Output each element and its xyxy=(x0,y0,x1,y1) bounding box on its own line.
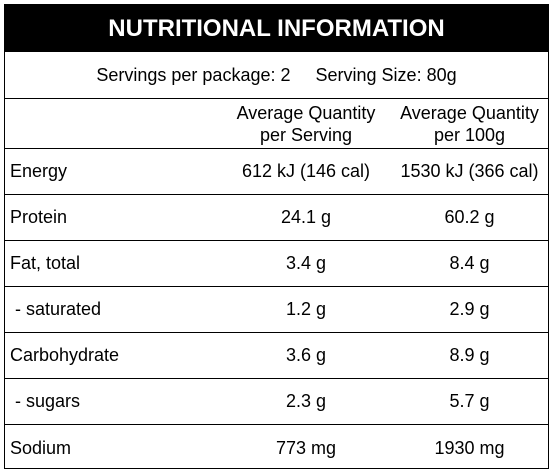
column-header-per-100g-line2: per 100g xyxy=(433,124,506,145)
per-100g-value: 1930 mg xyxy=(434,437,505,458)
servings-gap xyxy=(291,65,316,86)
nutrient-label: Energy xyxy=(10,161,68,181)
nutrient-label: Fat, total xyxy=(10,253,81,273)
column-header-nutrient xyxy=(5,99,221,149)
nutrient-row-sugars: - sugars 2.3 g 5.7 g xyxy=(5,379,548,425)
nutrient-row-protein: Protein 24.1 g 60.2 g xyxy=(5,195,548,241)
nutrient-label: - sugars xyxy=(10,391,81,411)
serving-size: Serving Size: 80g xyxy=(315,64,457,85)
column-header-per-serving: Average Quantity per Serving xyxy=(221,99,391,149)
per-serving-value: 24.1 g xyxy=(280,207,332,227)
column-header-per-serving-line1: Average Quantity xyxy=(236,102,376,123)
nutrient-row-saturated: - saturated 1.2 g 2.9 g xyxy=(5,287,548,333)
column-header-per-serving-line2: per Serving xyxy=(259,124,353,145)
servings-line: Servings per package: 2 Serving Size: 80… xyxy=(5,52,548,99)
per-serving-value: 2.3 g xyxy=(285,391,327,411)
per-serving-value: 773 mg xyxy=(275,437,337,458)
per-serving-value: 3.6 g xyxy=(285,345,327,365)
per-serving-value: 3.4 g xyxy=(285,253,327,273)
per-serving-value: 1.2 g xyxy=(285,299,327,319)
nutrient-label: - saturated xyxy=(10,299,102,319)
column-header-per-100g: Average Quantity per 100g xyxy=(391,99,548,149)
nutrient-label: Protein xyxy=(10,207,68,227)
column-header-per-100g-line1: Average Quantity xyxy=(400,102,539,123)
servings-per-package: Servings per package: 2 xyxy=(96,64,291,85)
nutrient-label: Carbohydrate xyxy=(10,345,120,365)
panel-title: NUTRITIONAL INFORMATION xyxy=(5,5,548,52)
per-100g-value: 2.9 g xyxy=(449,299,490,319)
per-100g-value: 1530 kJ (366 cal) xyxy=(400,161,539,181)
nutrition-panel: NUTRITIONAL INFORMATION Servings per pac… xyxy=(4,4,549,469)
per-100g-value: 8.4 g xyxy=(449,253,490,273)
nutrient-row-fat-total: Fat, total 3.4 g 8.4 g xyxy=(5,241,548,287)
per-100g-value: 5.7 g xyxy=(449,391,490,411)
nutrient-row-energy: Energy 612 kJ (146 cal) 1530 kJ (366 cal… xyxy=(5,149,548,195)
nutrient-label: Sodium xyxy=(10,437,72,458)
per-100g-value: 60.2 g xyxy=(444,207,495,227)
per-100g-value: 8.9 g xyxy=(449,345,490,365)
per-serving-value: 612 kJ (146 cal) xyxy=(241,161,371,181)
nutrient-row-sodium: Sodium 773 mg 1930 mg xyxy=(5,425,548,471)
nutrient-row-carbohydrate: Carbohydrate 3.6 g 8.9 g xyxy=(5,333,548,379)
